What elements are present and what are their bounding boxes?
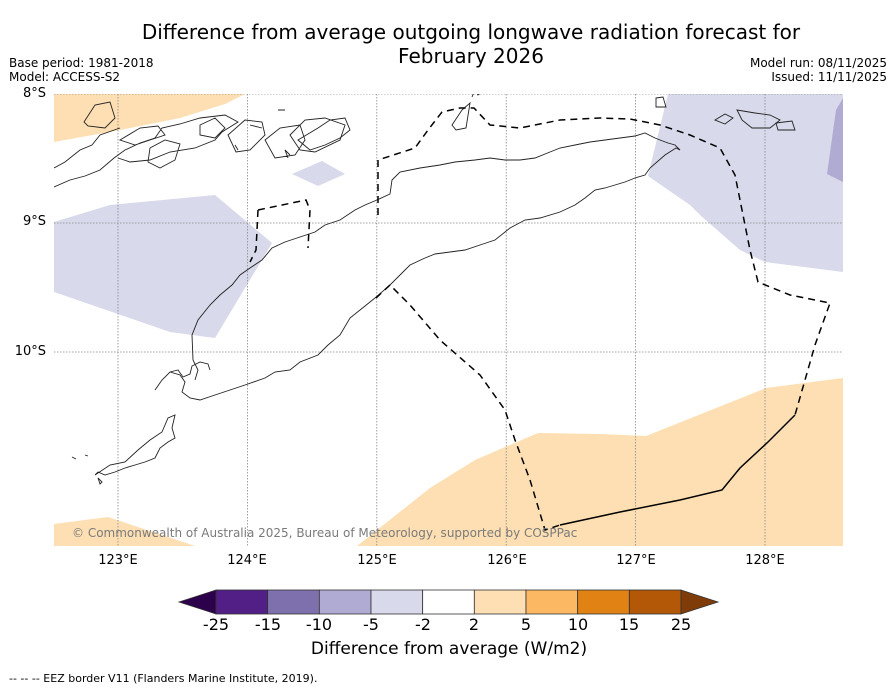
colorbar-tick: -25 bbox=[202, 615, 230, 634]
colorbar-segment bbox=[628, 589, 682, 615]
colorbar bbox=[177, 589, 720, 615]
coastline-timor-west bbox=[154, 297, 376, 401]
base-period: Base period: 1981-2018 bbox=[9, 56, 154, 70]
eez-border bbox=[249, 107, 831, 531]
colorbar-tick: -10 bbox=[305, 615, 333, 634]
lon-label-128e: 128°E bbox=[745, 553, 785, 568]
negative-anomaly-west bbox=[54, 195, 272, 338]
colorbar-tick: 10 bbox=[567, 615, 589, 634]
positive-anomaly-northwest bbox=[54, 94, 245, 142]
negative-anomaly-northeast bbox=[648, 94, 843, 272]
lon-label-126e: 126°E bbox=[487, 553, 527, 568]
coastline-timor-north bbox=[191, 132, 681, 361]
anomaly-regions bbox=[54, 94, 843, 546]
lon-label-124e: 124°E bbox=[227, 553, 267, 568]
model-run: Model run: 08/11/2025 bbox=[749, 56, 887, 70]
colorbar-tick: -15 bbox=[254, 615, 282, 634]
colorbar-tick: -5 bbox=[363, 615, 379, 634]
title-line-1: Difference from average outgoing longwav… bbox=[141, 20, 801, 44]
coastline-north-islands bbox=[54, 101, 346, 188]
colorbar-segment bbox=[577, 589, 630, 615]
eez-border-dashed bbox=[249, 107, 831, 531]
map-area bbox=[54, 94, 843, 546]
lat-label-10s: 10°S bbox=[14, 344, 46, 359]
colorbar-extend-high bbox=[680, 589, 720, 615]
eez-border-solid bbox=[559, 414, 796, 526]
colorbar-segment bbox=[318, 589, 372, 615]
lon-label-127e: 127°E bbox=[616, 553, 656, 568]
meta-right: Model run: 08/11/2025 Issued: 11/11/2025 bbox=[750, 56, 887, 84]
coastlines bbox=[54, 94, 796, 485]
colorbar-tick: 5 bbox=[520, 615, 532, 634]
gridlines bbox=[54, 94, 843, 546]
coastline-rote-island bbox=[71, 414, 176, 485]
colorbar-segment bbox=[267, 589, 320, 615]
colorbar-segment bbox=[370, 589, 424, 615]
colorbar-segment bbox=[473, 589, 527, 615]
meta-left: Base period: 1981-2018 Model: ACCESS-S2 bbox=[9, 56, 154, 84]
chart-title: Difference from average outgoing longwav… bbox=[100, 20, 842, 68]
colorbar-segment bbox=[525, 589, 579, 615]
lon-label-125e: 125°E bbox=[357, 553, 397, 568]
negative-anomaly-small bbox=[292, 161, 345, 186]
colorbar-segment bbox=[215, 589, 269, 615]
positive-anomaly-south bbox=[357, 378, 843, 546]
lat-label-8s: 8°S bbox=[22, 86, 46, 101]
title-line-2: February 2026 bbox=[398, 44, 544, 68]
colorbar-label: Difference from average (W/m2) bbox=[310, 639, 588, 659]
colorbar-segment bbox=[422, 589, 475, 615]
coastline-sumba-island bbox=[451, 101, 471, 131]
colorbar-tick: -2 bbox=[415, 615, 431, 634]
model-name: Model: ACCESS-S2 bbox=[9, 70, 121, 84]
lat-label-9s: 9°S bbox=[22, 214, 46, 229]
lon-label-123e: 123°E bbox=[98, 553, 138, 568]
colorbar-tick: 25 bbox=[670, 615, 692, 634]
eez-footnote: -- -- -- EEZ border V11 (Flanders Marine… bbox=[9, 672, 318, 685]
colorbar-tick: 15 bbox=[618, 615, 640, 634]
negative-anomaly-east-edge bbox=[827, 98, 843, 182]
issued-date: Issued: 11/11/2025 bbox=[771, 70, 887, 84]
coastline-timor-south bbox=[374, 147, 681, 299]
coastline-wetar-east bbox=[471, 94, 796, 131]
colorbar-extend-low bbox=[177, 589, 217, 615]
coastline-alor bbox=[284, 117, 351, 156]
positive-anomaly-southwest bbox=[54, 517, 195, 546]
copyright-notice: © Commonwealth of Australia 2025, Bureau… bbox=[72, 526, 578, 540]
colorbar-tick: 2 bbox=[468, 615, 480, 634]
